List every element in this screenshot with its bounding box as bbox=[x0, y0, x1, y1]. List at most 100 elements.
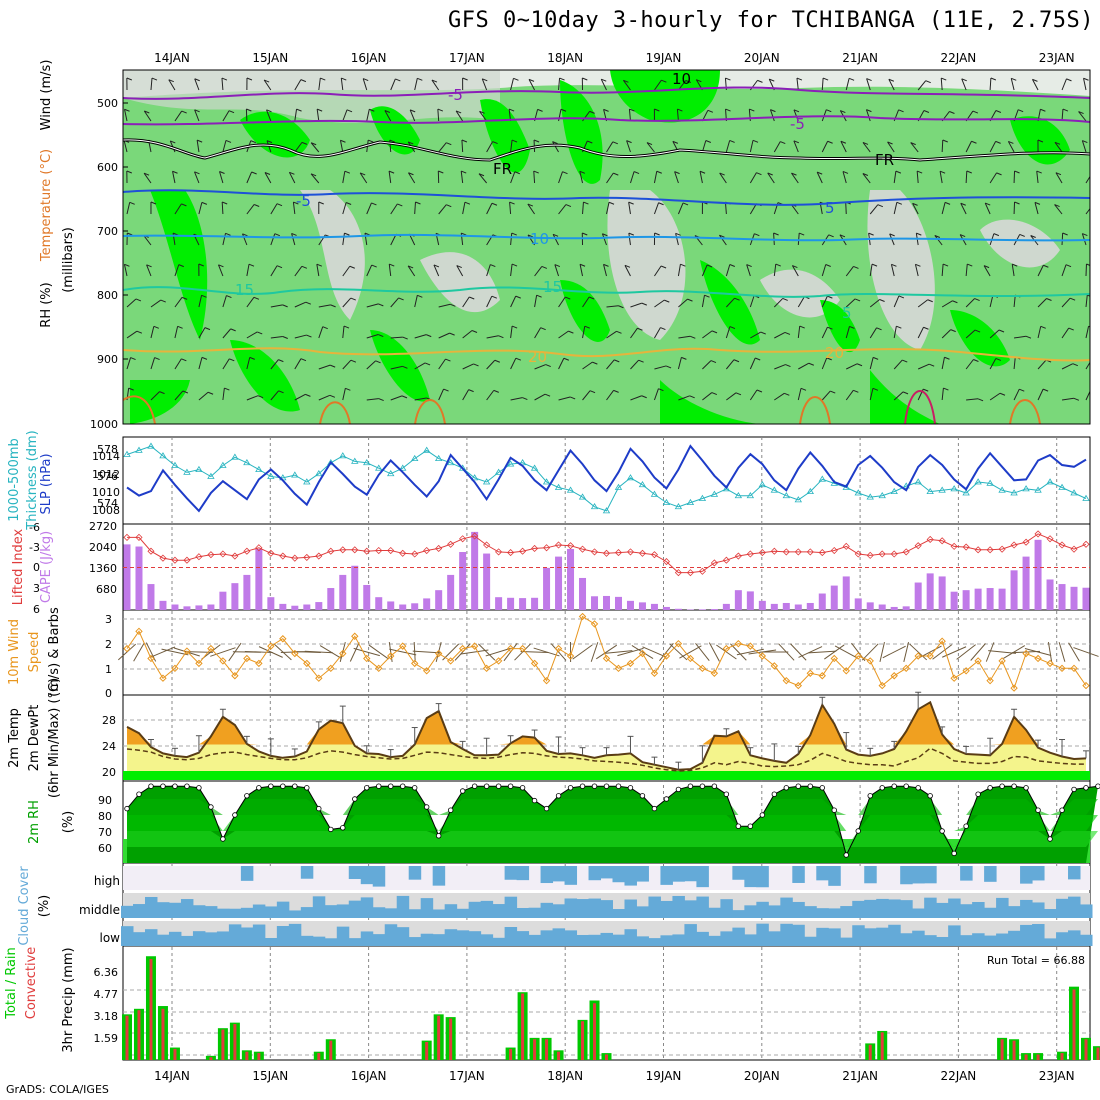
barb-flag-3-40 bbox=[613, 172, 619, 176]
thickness-mark-47 bbox=[686, 498, 695, 506]
barb-8-46 bbox=[678, 335, 691, 339]
wind10-barb-51 bbox=[730, 643, 747, 661]
thickness-mark-72 bbox=[986, 479, 994, 486]
barb-3-38 bbox=[579, 171, 584, 184]
barb-7-52 bbox=[749, 295, 755, 308]
barb-flag-10-76 bbox=[1042, 388, 1049, 392]
barb-flag-8-38 bbox=[584, 325, 590, 329]
lifted-index-series-line bbox=[127, 533, 1087, 574]
barb-flag-8-32 bbox=[511, 325, 518, 329]
barb-2-78 bbox=[1054, 141, 1063, 153]
wind-mark-23 bbox=[399, 642, 407, 650]
barb-flag-1-64 bbox=[898, 109, 904, 113]
thickness-mark-34 bbox=[530, 464, 539, 471]
barb-8-30 bbox=[486, 335, 499, 339]
barb-flag-0-14 bbox=[300, 79, 307, 83]
wind10-barb-46 bbox=[669, 643, 688, 661]
cloud-block-1-59 bbox=[828, 908, 841, 918]
barb-flag-9-2 bbox=[154, 357, 160, 361]
barb-flag-3-12 bbox=[264, 172, 271, 175]
barb-3-24 bbox=[408, 172, 416, 184]
barb-flag-7-28 bbox=[469, 296, 475, 300]
li-mark-3 bbox=[159, 554, 167, 562]
li-mark-23 bbox=[399, 549, 407, 557]
wind-mark-17 bbox=[327, 664, 335, 673]
ylabel-temp-a: 2m Temp bbox=[7, 708, 22, 768]
wind-mark-3 bbox=[159, 674, 167, 682]
sounding-ytick-0: 500 bbox=[97, 97, 118, 110]
wind10-barb-60 bbox=[834, 645, 858, 659]
barb-3-64 bbox=[893, 171, 897, 184]
cloud-block-1-38 bbox=[576, 899, 590, 918]
thickness-mark-77 bbox=[1046, 478, 1054, 485]
barb-flag-1-36 bbox=[560, 108, 567, 112]
rh-mark-9 bbox=[232, 812, 238, 818]
li-mark-20 bbox=[363, 547, 371, 555]
barb-flag-7-12 bbox=[282, 304, 288, 308]
barb-1-30 bbox=[479, 111, 488, 122]
barb-6-56 bbox=[791, 265, 799, 277]
barb-flag-9-80 bbox=[1092, 359, 1097, 361]
barb-7-50 bbox=[726, 297, 735, 308]
cloud-block-0-53 bbox=[756, 866, 769, 888]
barb-10-38 bbox=[582, 390, 591, 401]
cloud-block-2-6 bbox=[192, 931, 206, 946]
cloud-block-1-47 bbox=[684, 900, 697, 918]
barb-flag-8-20 bbox=[378, 334, 384, 338]
barb-3-58 bbox=[816, 171, 823, 184]
barb-flag-9-6 bbox=[201, 356, 208, 360]
barb-8-70 bbox=[965, 329, 976, 339]
barb-flag-8-42 bbox=[637, 327, 643, 331]
barb-flag-5-0 bbox=[127, 232, 133, 236]
barb-4-6 bbox=[198, 202, 203, 215]
cape-bar-43 bbox=[638, 602, 646, 610]
barb-9-62 bbox=[869, 357, 874, 370]
barb-0-20 bbox=[362, 78, 368, 91]
slp-thickness-panel bbox=[123, 442, 1090, 514]
cape-bar-34 bbox=[531, 597, 539, 610]
barb-flag-9-0 bbox=[130, 357, 136, 361]
cloud-block-1-7 bbox=[204, 906, 218, 918]
cloud-block-2-51 bbox=[732, 927, 745, 946]
cloud-block-2-5 bbox=[180, 935, 194, 946]
li-mark-52 bbox=[746, 550, 754, 558]
cloud-block-1-40 bbox=[600, 900, 613, 918]
barb-flag-8-74 bbox=[1025, 335, 1032, 339]
barb-6-10 bbox=[246, 264, 250, 277]
precip-conv-bar-27 bbox=[449, 1018, 453, 1060]
li-mark-7 bbox=[207, 551, 215, 559]
cloud-block-0-35 bbox=[540, 866, 554, 884]
barb-flag-4-74 bbox=[1014, 201, 1020, 205]
rh-mark-78 bbox=[1059, 807, 1065, 813]
barb-flag-7-32 bbox=[515, 295, 521, 299]
cloud-block-2-4 bbox=[168, 931, 182, 946]
barb-9-60 bbox=[846, 363, 858, 370]
temp-base-band bbox=[123, 771, 1090, 780]
barb-flag-6-62 bbox=[871, 263, 878, 267]
thickness-mark-50 bbox=[722, 485, 731, 492]
wind-mark-15 bbox=[303, 659, 311, 668]
wind-mark-29 bbox=[470, 642, 479, 650]
wind-ytick-2: 1 bbox=[105, 663, 112, 676]
thickness-mark-30 bbox=[482, 478, 491, 485]
wind10-barb-49 bbox=[708, 642, 720, 662]
barb-flag-1-40 bbox=[603, 108, 609, 112]
barb-3-2 bbox=[143, 172, 152, 184]
li-mark-2 bbox=[147, 547, 155, 555]
li-mark-46 bbox=[674, 569, 682, 577]
barb-flag-8-52 bbox=[760, 331, 766, 335]
date-label-bottom-7: 21JAN bbox=[842, 1069, 878, 1083]
cloud-block-0-47 bbox=[684, 866, 697, 882]
barb-flag-7-0 bbox=[135, 298, 142, 302]
cloud-block-1-75 bbox=[1020, 899, 1033, 918]
barb-flag-6-8 bbox=[218, 264, 224, 268]
thickness-series-line bbox=[126, 445, 1087, 512]
cloud-block-1-34 bbox=[528, 907, 542, 918]
barb-flag-7-48 bbox=[704, 294, 710, 298]
barb-10-10 bbox=[246, 395, 259, 401]
barb-7-16 bbox=[318, 304, 331, 308]
barb-2-54 bbox=[773, 141, 781, 153]
barb-10-68 bbox=[941, 388, 944, 401]
li-ytick-2: 0 bbox=[33, 561, 40, 574]
cloud-row-label-1: middle bbox=[79, 903, 120, 917]
